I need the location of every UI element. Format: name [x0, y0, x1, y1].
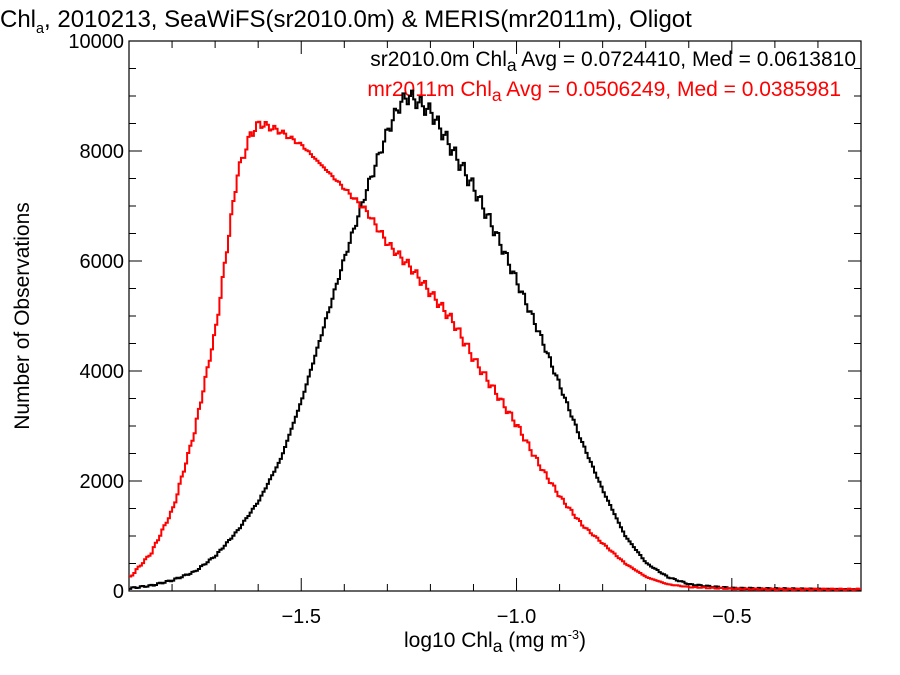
- title-prefix: Chl: [0, 6, 37, 33]
- series-line-mr2011m: [129, 120, 861, 592]
- chart-title: Chla, 2010213, SeaWiFS(sr2010.0m) & MERI…: [0, 6, 692, 37]
- x-axis-units-pre: (mg m: [502, 629, 568, 652]
- x-axis-label-subscript: a: [492, 636, 503, 657]
- y-tick-label: 0: [113, 581, 124, 603]
- x-tick-label: −1.0: [497, 606, 536, 628]
- legend-entry-sr2010-pre: sr2010.0m Chl: [370, 48, 507, 71]
- title-subscript: a: [36, 20, 45, 37]
- legend-entry-sr2010-sub: a: [506, 55, 517, 76]
- x-tick-label: −1.5: [281, 606, 320, 628]
- y-tick-label: 8000: [80, 141, 125, 163]
- y-tick-label: 6000: [80, 251, 125, 273]
- legend-entry-mr2011: mr2011m Chla Avg = 0.0506249, Med = 0.03…: [367, 78, 841, 107]
- legend-entry-mr2011-post: Avg = 0.0506249, Med = 0.0385981: [501, 78, 841, 101]
- plot-frame: [128, 40, 862, 592]
- legend-entry-mr2011-sub: a: [491, 85, 502, 106]
- title-rest: , 2010213, SeaWiFS(sr2010.0m) & MERIS(mr…: [44, 6, 692, 33]
- x-axis-units-sup: -3: [567, 628, 579, 642]
- legend-entry-sr2010: sr2010.0m Chla Avg = 0.0724410, Med = 0.…: [370, 48, 856, 77]
- y-tick-label: 10000: [68, 31, 124, 53]
- legend-entry-mr2011-pre: mr2011m Chl: [367, 78, 492, 101]
- x-axis-units-post: ): [579, 629, 586, 652]
- legend-entry-sr2010-post: Avg = 0.0724410, Med = 0.0613810: [516, 48, 856, 71]
- x-axis-label: log10 Chla (mg m-3): [404, 628, 586, 657]
- x-tick-label: −0.5: [712, 606, 751, 628]
- y-tick-label: 4000: [80, 361, 125, 383]
- y-tick-label: 2000: [80, 471, 125, 493]
- x-axis-label-prefix: log10 Chl: [404, 629, 493, 652]
